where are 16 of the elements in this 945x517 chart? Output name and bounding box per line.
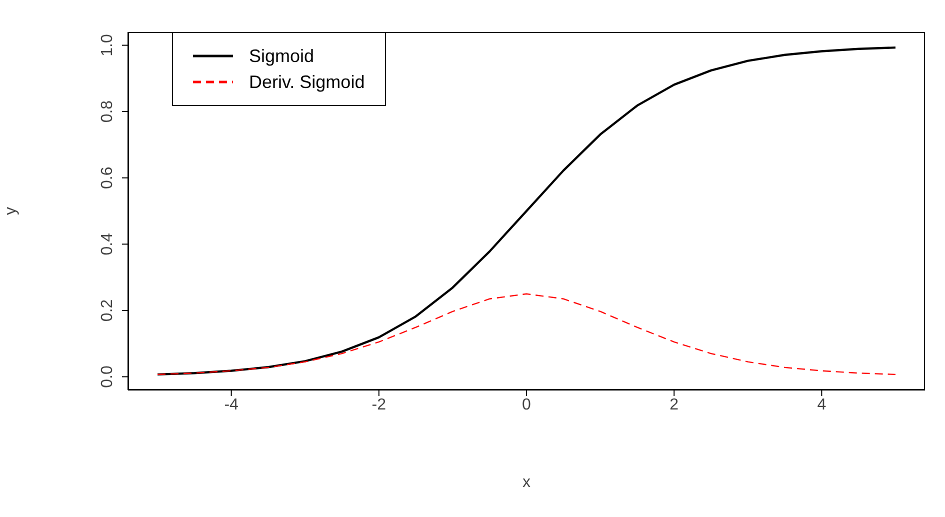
x-tick-label: 2 — [670, 396, 679, 414]
x-tick-label: 4 — [817, 396, 826, 414]
y-axis-title: y — [2, 207, 20, 215]
y-tick-label: 0.4 — [99, 232, 116, 256]
y-tick-label: 0.2 — [99, 299, 116, 322]
x-tick-label: 0 — [522, 396, 532, 414]
y-tick-label: 1.0 — [99, 34, 116, 56]
x-tick-label: -4 — [224, 396, 239, 414]
y-tick-label: 0.0 — [99, 366, 116, 388]
y-tick-label: 0.6 — [99, 166, 116, 189]
x-tick-label: -2 — [372, 396, 386, 414]
legend-label: Deriv. Sigmoid — [249, 72, 365, 92]
y-tick-label: 0.8 — [99, 100, 116, 123]
legend-label: Sigmoid — [249, 46, 314, 66]
line-series — [156, 293, 896, 376]
x-axis-title: x — [522, 474, 530, 491]
